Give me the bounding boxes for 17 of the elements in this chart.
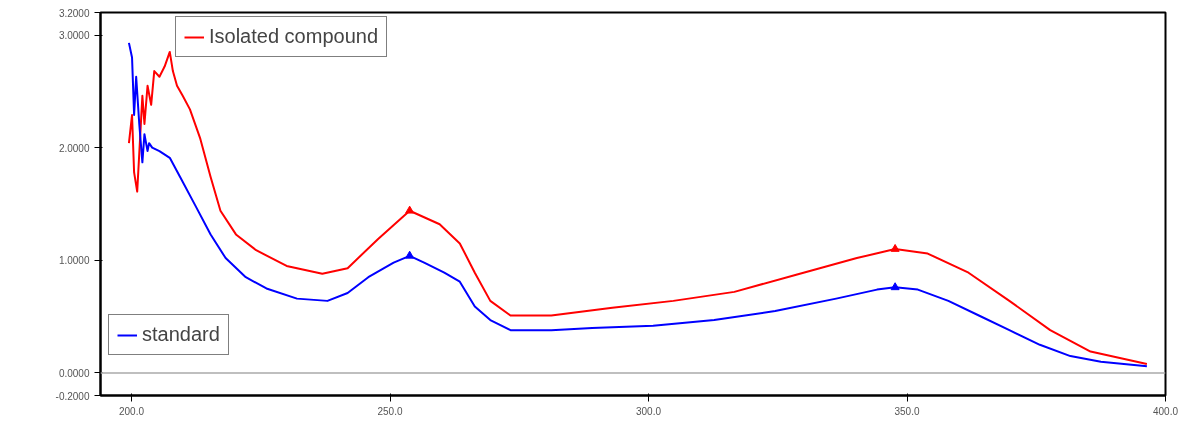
point [890,243,900,252]
point [405,205,415,214]
y-tick-label: 0.0000 [58,367,90,379]
y-tick-label: 1.0000 [58,255,90,267]
x-tick-label: 200.0 [119,405,145,417]
x-tick-label: 300.0 [636,405,662,417]
legend-label: Isolated compound [209,25,379,48]
x-tick-label: 350.0 [894,405,920,417]
point [405,250,415,259]
point [890,282,900,291]
legend-label: standard [142,323,220,346]
x-tick-label: 400.0 [1152,405,1179,417]
y-tick-label: -0.2000 [55,390,90,402]
y-tick-label: 3.2000 [58,7,90,19]
y-tick-label: 3.0000 [58,30,90,42]
y-tick-label: 2.0000 [58,142,90,154]
x-tick-label: 250.0 [377,405,403,417]
